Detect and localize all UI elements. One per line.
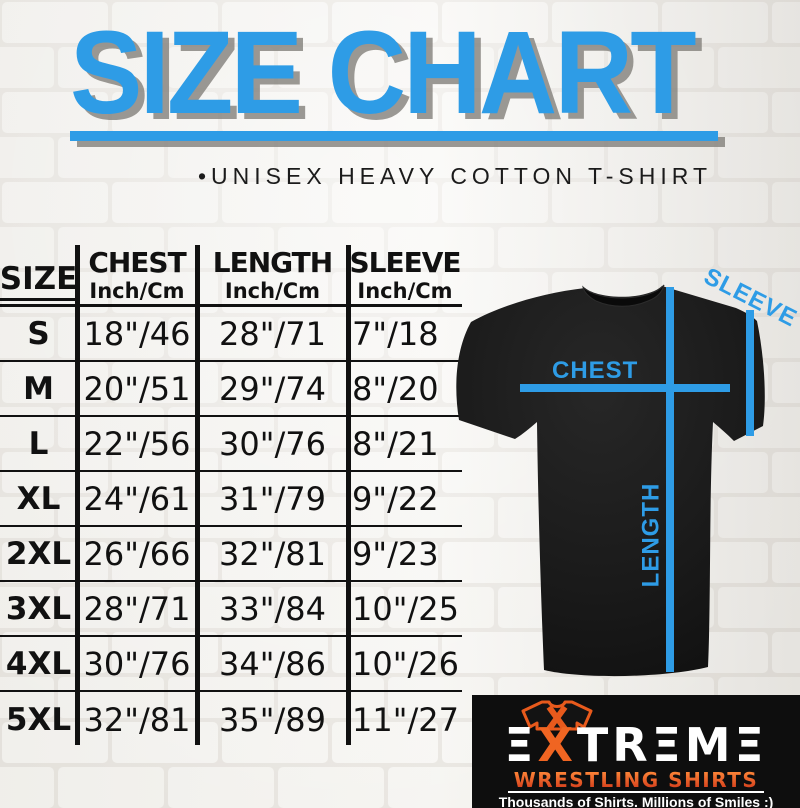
- table-row: 3XL 28"/71 33"/84 10"/25: [0, 582, 462, 637]
- table-row: S 18"/46 28"/71 7"/18: [0, 307, 462, 362]
- header-size: SIZE: [0, 245, 80, 304]
- brand-wordmark: ΞXTRΞMΞ: [504, 718, 768, 772]
- header-sleeve: SLEEVE Inch/Cm: [349, 246, 461, 304]
- table-column-divider: [195, 245, 200, 745]
- chest-diagram-label: CHEST: [552, 357, 639, 384]
- table-row: 2XL 26"/66 32"/81 9"/23: [0, 527, 462, 582]
- length-diagram-label: LENGTH: [637, 482, 665, 588]
- title-underline: [70, 131, 718, 141]
- header-length: LENGTH Inch/Cm: [212, 246, 333, 304]
- brand-divider: [508, 791, 764, 793]
- table-column-divider: [346, 245, 351, 745]
- brand-logo: ΞXTRΞMΞ WRESTLING SHIRTS Thousands of Sh…: [472, 695, 800, 808]
- tshirt-body: [456, 286, 765, 677]
- tshirt-icon: [521, 700, 593, 731]
- brand-line2: WRESTLING SHIRTS: [472, 768, 800, 792]
- table-header-row: SIZE CHEST Inch/Cm LENGTH Inch/Cm SLEEVE…: [0, 245, 462, 307]
- page-title: SIZE CHART: [70, 7, 697, 139]
- table-row: XL 24"/61 31"/79 9"/22: [0, 472, 462, 527]
- table-row: M 20"/51 29"/74 8"/20: [0, 362, 462, 417]
- brand-tagline: Thousands of Shirts. Millions of Smiles …: [498, 794, 774, 808]
- table-row: 5XL 32"/81 35"/89 11"/27: [5, 700, 459, 739]
- length-measure-line: [666, 287, 674, 672]
- subtitle: •UNISEX HEAVY COTTON T-SHIRT: [198, 163, 712, 189]
- chest-measure-line: [520, 384, 730, 392]
- sleeve-measure-line: [746, 310, 754, 436]
- size-table: SIZE CHEST Inch/Cm LENGTH Inch/Cm SLEEVE…: [0, 245, 462, 747]
- table-row: 4XL 30"/76 34"/86 10"/26: [0, 637, 462, 692]
- header-chest: CHEST Inch/Cm: [88, 246, 186, 304]
- table-row: L 22"/56 30"/76 8"/21: [0, 417, 462, 472]
- tshirt-collar: [582, 284, 665, 307]
- table-column-divider: [75, 245, 80, 745]
- tshirt-illustration: [456, 284, 765, 677]
